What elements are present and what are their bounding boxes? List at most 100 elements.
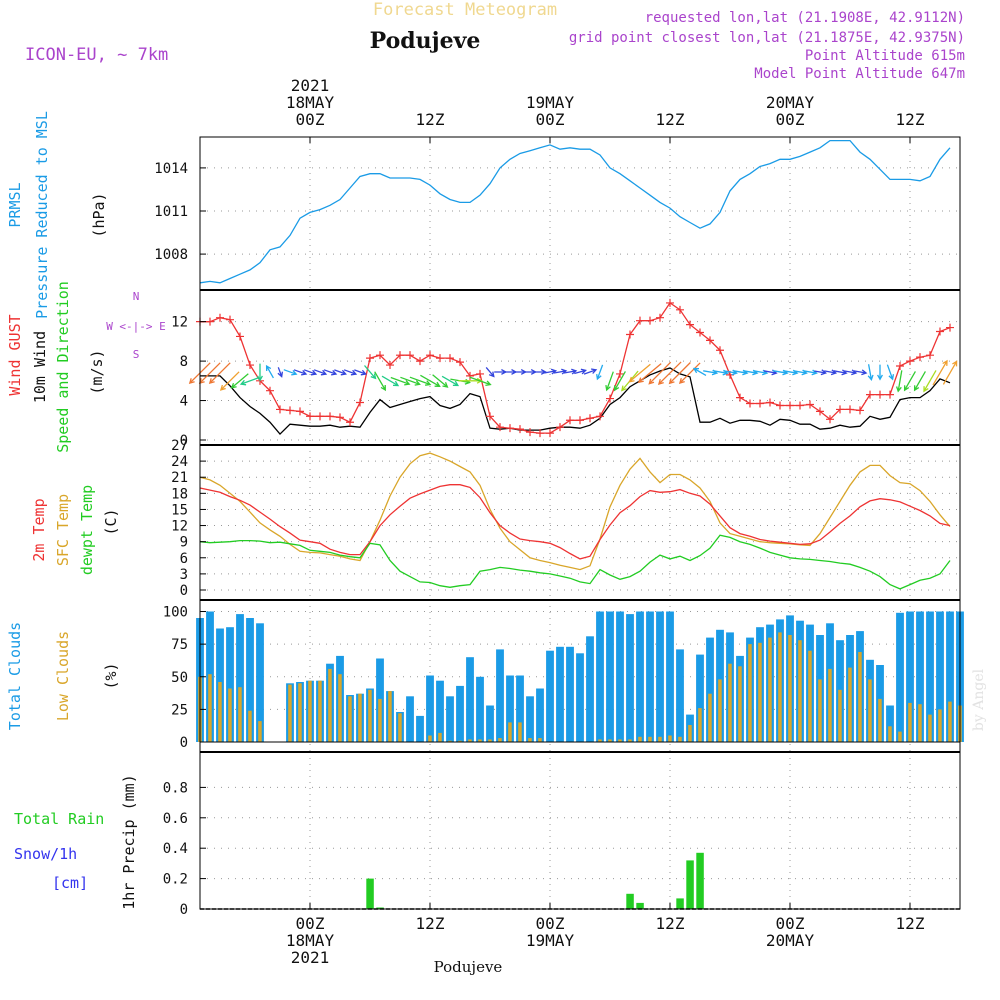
low-cloud-bar	[298, 683, 302, 742]
y-tick-label: 0.6	[163, 811, 188, 827]
rain-bar	[676, 898, 684, 909]
low-cloud-bar	[528, 738, 532, 742]
wind-direction-arrow	[494, 369, 508, 375]
wind-direction-arrow	[504, 369, 518, 375]
gust-point	[526, 428, 534, 437]
y-tick-label: 3	[180, 567, 188, 583]
bottom-time-label: 19MAY	[526, 931, 575, 950]
gust-point	[756, 399, 764, 408]
axes-layer: 1008101110140481203691215182124270255075…	[154, 136, 961, 918]
rain-bar	[636, 902, 644, 909]
wind-direction-arrow	[833, 369, 848, 376]
total-cloud-bar	[586, 636, 594, 742]
low-cloud-bar	[448, 740, 452, 742]
data-layer	[188, 139, 964, 910]
gust-point	[426, 351, 434, 360]
gust-point	[586, 414, 594, 423]
gust-point	[906, 357, 914, 366]
bottom-time-label: 12Z	[656, 914, 685, 933]
low-cloud-bar	[618, 739, 622, 742]
wind-direction-arrow	[895, 370, 903, 393]
low-cloud-bar	[498, 738, 502, 742]
low-cloud-bar	[218, 682, 222, 742]
total-cloud-bar	[946, 611, 954, 742]
gust-point	[646, 316, 654, 325]
y-tick-label: 1014	[154, 161, 188, 177]
gust-point	[606, 394, 614, 403]
wind-direction-arrow	[596, 364, 604, 381]
total-cloud-bar	[616, 611, 624, 742]
gust-point	[896, 362, 904, 371]
total-cloud-bar	[496, 649, 504, 742]
wind-direction-arrow	[313, 369, 328, 376]
low-cloud-bar	[928, 714, 932, 742]
total-cloud-bar	[436, 680, 444, 742]
gust-point	[506, 424, 514, 433]
total-cloud-bar	[706, 637, 714, 742]
wind-direction-arrow	[469, 376, 492, 387]
gust-point	[396, 351, 404, 360]
low-cloud-bar	[838, 689, 842, 742]
sfc-ylabel: SFC Temp	[54, 494, 72, 566]
wind-direction-arrow	[293, 369, 308, 376]
wind-direction-arrow	[903, 371, 916, 392]
low-cloud-bar	[388, 691, 392, 742]
wind-direction-arrow	[886, 364, 895, 381]
wind-direction-arrow	[343, 369, 358, 376]
low-cloud-bar	[718, 679, 722, 742]
wind-direction-arrow	[441, 375, 460, 387]
total-cloud-bar	[416, 715, 424, 742]
total-cloud-bar	[256, 623, 264, 742]
low-cloud-bar	[638, 736, 642, 742]
wind-direction-arrow	[364, 365, 377, 380]
y-tick-label: 0	[180, 902, 188, 918]
gust-point	[206, 317, 214, 326]
total-cloud-bar	[886, 705, 894, 742]
gust-point	[876, 390, 884, 399]
low-cloud-bar	[378, 698, 382, 742]
low-cloud-bar	[668, 735, 672, 742]
y-tick-label: 100	[163, 605, 188, 621]
sfc-temp-line	[199, 452, 951, 571]
gust-point	[686, 320, 694, 329]
total-cloud-bar	[656, 611, 664, 742]
low-cloud-bar	[248, 710, 252, 742]
total-cloud-bar	[576, 653, 584, 742]
wind-direction-arrow	[574, 368, 587, 375]
gust-point	[406, 351, 414, 360]
gust-point	[416, 357, 424, 366]
gust-point	[366, 354, 374, 363]
wind-direction-arrow	[374, 371, 386, 392]
total-cloud-bar	[406, 696, 414, 742]
wind-direction-arrow	[354, 369, 367, 376]
rain-bar	[686, 860, 694, 909]
gust-point	[886, 390, 894, 399]
total-cloud-bar	[646, 611, 654, 742]
y-tick-label: 0.4	[163, 841, 188, 857]
grid-point-coords: grid point closest lon,lat (21.1875E, 42…	[569, 30, 965, 46]
low-cloud-bar	[778, 632, 782, 742]
gust-point	[466, 371, 474, 380]
wind-direction-arrow	[219, 371, 240, 391]
panel-frame	[199, 136, 961, 291]
top-time-label: 18MAY	[286, 93, 335, 112]
bottom-time-label: 00Z	[296, 914, 325, 933]
y-tick-label: 8	[180, 354, 188, 370]
wind-direction-arrow	[867, 364, 874, 382]
y-tick-label: 21	[171, 470, 188, 486]
top-time-label: 00Z	[296, 110, 325, 129]
gust-point	[566, 416, 574, 425]
model-altitude: Model Point Altitude 647m	[754, 66, 965, 82]
gust-point	[596, 412, 604, 421]
total-cloud-bar	[236, 614, 244, 742]
total-cloud-bar	[456, 685, 464, 742]
gust-point	[846, 405, 854, 414]
top-time-label: 12Z	[656, 110, 685, 129]
wind-direction-arrow	[583, 368, 598, 375]
gust-point	[856, 406, 864, 415]
y-tick-label: 25	[171, 702, 188, 718]
gust-point	[316, 412, 324, 421]
gust-point	[926, 351, 934, 360]
total-cloud-bar	[906, 611, 914, 742]
wind-direction-arrow	[257, 363, 263, 382]
